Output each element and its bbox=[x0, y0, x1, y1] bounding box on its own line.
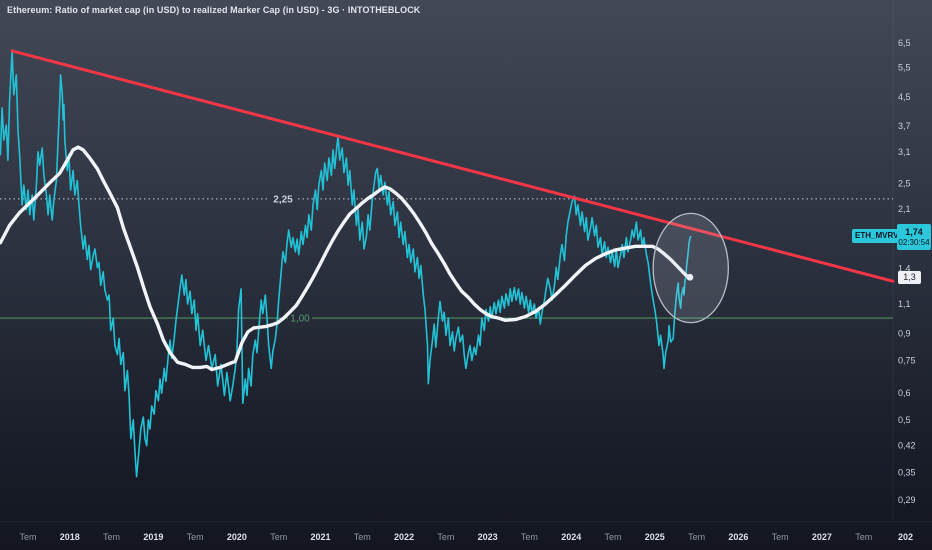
x-axis-tick: Tem bbox=[688, 532, 705, 542]
y-axis-tick: 0,35 bbox=[898, 467, 916, 477]
x-axis-tick: 2024 bbox=[561, 532, 581, 542]
resistance-trendline[interactable] bbox=[10, 49, 895, 283]
y-axis-tick: 0,29 bbox=[898, 495, 916, 505]
x-axis-tick: Tem bbox=[187, 532, 204, 542]
x-axis-tick: Tem bbox=[521, 532, 538, 542]
series-line-ma[interactable] bbox=[0, 145, 692, 372]
y-axis-tick: 2,5 bbox=[898, 178, 911, 188]
y-axis-tick: 2,1 bbox=[898, 204, 911, 214]
ma-end-cap bbox=[686, 273, 694, 281]
x-axis-tick: 2020 bbox=[227, 532, 247, 542]
x-axis-tick: 2019 bbox=[143, 532, 163, 542]
y-axis-tick: 6,5 bbox=[898, 38, 911, 48]
y-axis-tick: 5,5 bbox=[898, 63, 911, 73]
y-axis-tick: 1,1 bbox=[898, 299, 911, 309]
last-price-badge[interactable]: 1,74 02:30:54 bbox=[897, 224, 931, 250]
x-axis-tick: Tem bbox=[103, 532, 120, 542]
x-axis-tick: Tem bbox=[270, 532, 287, 542]
x-axis-tick: Tem bbox=[437, 532, 454, 542]
series-symbol-label: ETH_MVRV bbox=[855, 231, 899, 240]
baseline-label: 1,00 bbox=[290, 314, 310, 325]
y-axis-tick: 0,75 bbox=[898, 355, 916, 365]
dotted-level-label: 2,25 bbox=[273, 194, 293, 205]
x-axis-tick: Tem bbox=[604, 532, 621, 542]
x-axis-tick: 2026 bbox=[728, 532, 748, 542]
trendline-price-label: 1,3 bbox=[898, 271, 921, 284]
x-axis-tick: 202 bbox=[898, 532, 913, 542]
x-axis-tick: Tem bbox=[19, 532, 36, 542]
y-axis-tick: 3,1 bbox=[898, 147, 911, 157]
series-symbol-badge[interactable]: ETH_MVRV bbox=[852, 229, 902, 243]
y-axis-tick: 0,5 bbox=[898, 415, 911, 425]
y-axis-tick: 4,5 bbox=[898, 92, 911, 102]
x-axis-tick: 2021 bbox=[310, 532, 330, 542]
y-axis-tick: 0,9 bbox=[898, 329, 911, 339]
price-axis-area[interactable] bbox=[893, 0, 932, 522]
x-axis-tick: 2023 bbox=[478, 532, 498, 542]
x-axis-tick: Tem bbox=[855, 532, 872, 542]
bar-countdown: 02:30:54 bbox=[898, 237, 930, 247]
y-axis-tick: 0,6 bbox=[898, 388, 911, 398]
x-axis-tick: 2027 bbox=[812, 532, 832, 542]
time-axis-area[interactable] bbox=[0, 522, 932, 550]
y-axis-tick: 3,7 bbox=[898, 121, 911, 131]
chart-title: Ethereum: Ratio of market cap (in USD) t… bbox=[7, 5, 421, 15]
y-axis-tick: 1,4 bbox=[898, 264, 911, 274]
x-axis-tick: Tem bbox=[354, 532, 371, 542]
x-axis-tick: 2025 bbox=[645, 532, 665, 542]
highlight-ellipse[interactable] bbox=[652, 212, 729, 324]
x-axis-tick: 2022 bbox=[394, 532, 414, 542]
x-axis-tick: 2018 bbox=[60, 532, 80, 542]
last-price-value: 1,74 bbox=[905, 226, 923, 237]
y-axis-tick: 0,42 bbox=[898, 441, 916, 451]
x-axis-tick: Tem bbox=[772, 532, 789, 542]
